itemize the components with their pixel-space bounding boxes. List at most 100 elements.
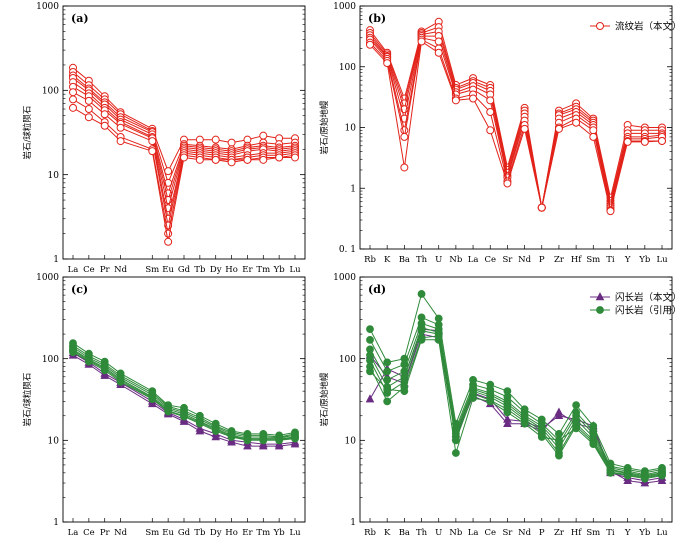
x-tick-label-Ba: Ba xyxy=(399,255,410,265)
y-tick-label: 10 xyxy=(345,437,357,447)
data-point-Ce xyxy=(486,397,495,406)
x-tick-label-Rb: Rb xyxy=(364,528,376,538)
data-point-Lu xyxy=(658,471,666,480)
x-tick-label-Lu: Lu xyxy=(656,255,668,265)
legend-swatch-marker xyxy=(595,292,605,301)
data-point-Ce xyxy=(84,96,93,105)
x-tick-label-Nd: Nd xyxy=(114,265,127,275)
data-point-Sm xyxy=(148,137,157,146)
series-path xyxy=(369,316,663,474)
data-point-Nd xyxy=(520,124,529,133)
legend-label: 闪长岩（引用） xyxy=(615,305,682,317)
plot-frame xyxy=(62,276,306,523)
data-point-Ho xyxy=(227,138,236,147)
x-tick-label-Er: Er xyxy=(242,265,253,275)
legend-swatch-marker xyxy=(596,306,604,314)
series-line xyxy=(366,319,666,479)
data-point-Sm xyxy=(589,126,598,135)
data-point-Ho xyxy=(227,158,236,167)
data-point-Tb xyxy=(195,155,204,164)
data-point-Sr xyxy=(503,408,512,417)
panel-title: (a) xyxy=(71,12,89,25)
data-point-Nb xyxy=(451,96,460,105)
series-path xyxy=(369,330,663,478)
data-point-Zr xyxy=(554,407,564,416)
x-tick-label-Sm: Sm xyxy=(586,255,600,265)
chart-panel-b: 0. 1 1 10 100 1000 Rb K Ba Th U Nb La Ce Sr Nd P Zr Hf Sm T… xyxy=(319,2,682,265)
x-tick-label-Sm: Sm xyxy=(586,528,600,538)
data-point-Th xyxy=(417,335,426,344)
data-point-La xyxy=(69,103,77,112)
x-tick-label-P: P xyxy=(539,528,545,538)
series-path xyxy=(369,326,663,477)
data-point-Eu xyxy=(164,407,173,416)
data-point-Pr xyxy=(100,110,109,119)
x-tick-label-Ho: Ho xyxy=(225,265,238,275)
series-line xyxy=(366,37,666,216)
data-point-K xyxy=(383,397,392,406)
x-tick-label-Pr: Pr xyxy=(100,265,111,275)
data-point-Hf xyxy=(572,118,581,127)
data-point-Yb xyxy=(640,474,649,483)
data-point-K xyxy=(383,367,392,376)
y-tick-label: 1 xyxy=(350,518,356,528)
data-point-Tm xyxy=(259,131,268,140)
y-tick-label: 10 xyxy=(48,171,60,181)
data-point-La xyxy=(469,94,478,103)
data-point-Zr xyxy=(555,451,563,460)
data-point-Lu xyxy=(291,153,299,162)
data-point-Pr xyxy=(100,366,109,375)
y-tick-label: 100 xyxy=(42,87,59,97)
data-point-Sr xyxy=(503,418,512,427)
y-tick-label: 1000 xyxy=(333,2,356,12)
series-path xyxy=(369,292,663,472)
series-line xyxy=(365,324,667,487)
x-tick-label-Nd: Nd xyxy=(518,255,531,265)
x-tick-label-Tm: Tm xyxy=(256,265,270,275)
data-point-Tm xyxy=(259,436,268,445)
data-point-Th xyxy=(417,326,426,335)
x-tick-label-Nb: Nb xyxy=(449,255,462,265)
y-axis-title: 岩石/球粒陨石 xyxy=(22,373,33,427)
data-point-Nd xyxy=(116,377,125,386)
data-point-Tm xyxy=(259,155,268,164)
data-point-Sr xyxy=(503,179,512,188)
x-tick-label-K: K xyxy=(384,255,391,265)
y-axis-title: 岩石/原始地幔 xyxy=(319,100,330,154)
x-tick-label-Th: Th xyxy=(416,528,428,538)
series-line xyxy=(69,103,299,246)
data-point-Ce xyxy=(486,96,495,105)
data-point-Sm xyxy=(148,147,157,156)
data-point-K xyxy=(383,385,392,394)
data-point-Sm xyxy=(589,440,598,448)
x-tick-label-Gd: Gd xyxy=(178,265,191,275)
data-point-Nb xyxy=(451,449,460,457)
series-line xyxy=(366,290,666,476)
series-path xyxy=(369,333,663,482)
y-tick-label: 100 xyxy=(339,63,356,73)
series-path xyxy=(369,30,662,208)
x-tick-label-Eu: Eu xyxy=(162,265,174,275)
data-point-La xyxy=(69,88,77,97)
series-path xyxy=(369,35,663,208)
data-point-U xyxy=(434,37,443,46)
x-tick-label-Yb: Yb xyxy=(273,265,286,275)
data-point-La xyxy=(469,394,477,402)
data-point-Rb xyxy=(366,325,374,334)
data-point-Ti xyxy=(606,468,615,477)
x-tick-label-Tb: Tb xyxy=(194,528,206,538)
chart-panel-d: 1 10 100 1000 Rb K Ba Th U Nb La Ce Sr Nd P Zr Hf Sm Ti Y Yb… xyxy=(319,273,682,538)
x-tick-label-Sr: Sr xyxy=(502,255,513,265)
chart-panel-c: 1 10 100 1000 La Ce Pr Nd Sm Eu Gd Tb Dy Ho Er Tm Yb Lu (c… xyxy=(22,273,306,538)
data-point-Rb xyxy=(366,335,374,344)
data-point-Hf xyxy=(572,401,581,410)
x-tick-label-Ce: Ce xyxy=(484,255,496,265)
data-point-Gd xyxy=(180,412,188,421)
x-tick-label-Hf: Hf xyxy=(571,528,582,538)
data-point-Rb xyxy=(366,367,374,376)
x-tick-label-U: U xyxy=(435,255,442,265)
data-point-Tb xyxy=(195,419,204,428)
x-tick-label-Nd: Nd xyxy=(518,528,531,538)
data-point-Yb xyxy=(275,436,284,445)
data-point-Pr xyxy=(100,121,109,130)
